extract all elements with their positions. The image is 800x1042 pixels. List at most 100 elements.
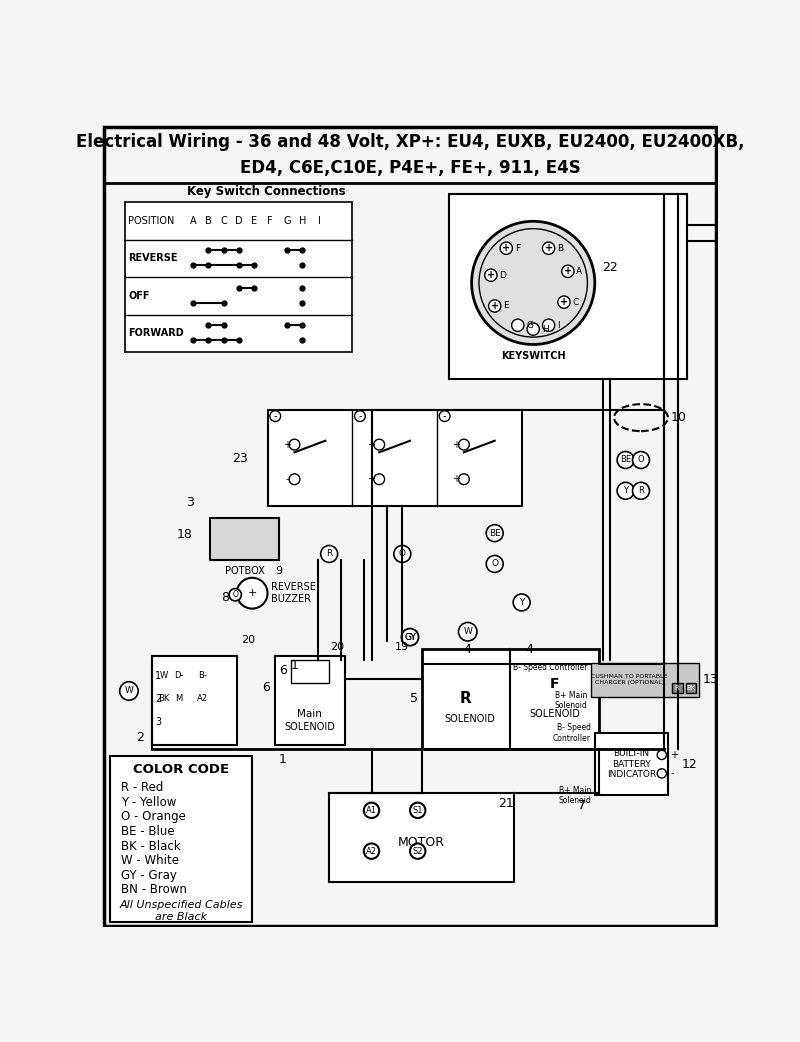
Text: 12: 12: [682, 758, 698, 771]
Text: BE: BE: [620, 455, 631, 465]
Text: 2: 2: [155, 694, 162, 703]
Text: Electrical Wiring - 36 and 48 Volt, XP+: EU4, EUXB, EU2400, EU2400XB,: Electrical Wiring - 36 and 48 Volt, XP+:…: [76, 132, 744, 151]
Text: BN - Brown: BN - Brown: [122, 884, 187, 896]
Text: 22: 22: [602, 260, 618, 274]
Text: O: O: [232, 590, 238, 599]
Text: Y: Y: [519, 598, 524, 606]
Text: POTBOX: POTBOX: [225, 566, 264, 576]
Circle shape: [617, 451, 634, 469]
Text: O: O: [491, 560, 498, 569]
Text: CUSHMAN TO PORTABLE
CHARGER (OPTIONAL): CUSHMAN TO PORTABLE CHARGER (OPTIONAL): [591, 674, 668, 686]
Text: Y: Y: [623, 487, 628, 495]
Text: BE: BE: [489, 528, 501, 538]
Text: F: F: [550, 676, 559, 691]
Text: +: +: [545, 243, 553, 253]
Text: All Unspecified Cables
are Black: All Unspecified Cables are Black: [119, 900, 242, 922]
Bar: [449, 195, 687, 379]
Text: C: C: [573, 298, 578, 306]
Text: COLOR CODE: COLOR CODE: [133, 763, 229, 775]
Text: O - Orange: O - Orange: [122, 811, 186, 823]
Text: +: +: [560, 297, 568, 307]
Text: H: H: [542, 325, 549, 333]
Text: B- Speed
Controller: B- Speed Controller: [553, 723, 591, 743]
Text: 4: 4: [464, 643, 472, 656]
Text: GY: GY: [404, 632, 416, 642]
Text: A: A: [190, 216, 196, 226]
Bar: [110, 756, 252, 922]
Text: O: O: [398, 549, 406, 559]
Text: E: E: [251, 216, 258, 226]
Text: 20: 20: [242, 635, 255, 645]
Text: +: +: [367, 440, 375, 449]
Text: M: M: [175, 694, 182, 703]
Circle shape: [402, 628, 418, 646]
Text: BE - Blue: BE - Blue: [122, 825, 175, 838]
Circle shape: [472, 221, 595, 345]
Text: 13: 13: [702, 673, 718, 687]
Circle shape: [542, 319, 554, 331]
Circle shape: [633, 451, 650, 469]
Text: I: I: [557, 321, 560, 329]
Text: +: +: [502, 243, 510, 253]
Text: D-: D-: [174, 671, 184, 680]
Circle shape: [633, 482, 650, 499]
Text: 1: 1: [155, 671, 162, 680]
Bar: [275, 656, 345, 745]
Bar: [125, 202, 352, 352]
Text: Y - Yellow: Y - Yellow: [122, 796, 177, 809]
Text: G: G: [283, 216, 290, 226]
Bar: [329, 793, 514, 882]
Text: Main: Main: [298, 709, 322, 719]
Circle shape: [485, 269, 497, 281]
Text: 2: 2: [137, 730, 144, 744]
Text: 4: 4: [526, 643, 534, 656]
Text: +: +: [490, 301, 498, 311]
Bar: [591, 663, 698, 697]
Text: A2: A2: [366, 847, 377, 855]
Text: 3: 3: [186, 496, 194, 508]
Text: R: R: [675, 685, 679, 691]
Text: GY - Gray: GY - Gray: [122, 869, 177, 882]
Bar: [267, 410, 522, 506]
Text: F: F: [514, 244, 520, 253]
Text: +: +: [670, 750, 678, 760]
Text: 7: 7: [578, 799, 586, 812]
Text: 6: 6: [262, 680, 270, 694]
Text: -: -: [274, 412, 277, 421]
Text: W - White: W - White: [122, 854, 179, 867]
Text: B: B: [205, 216, 212, 226]
Circle shape: [321, 545, 338, 563]
Circle shape: [512, 319, 524, 331]
Text: REVERSE: REVERSE: [128, 253, 178, 264]
Text: SOLENOID: SOLENOID: [444, 714, 495, 724]
Circle shape: [527, 323, 539, 336]
Text: W: W: [463, 627, 472, 637]
Text: B+ Main
Solenoid: B+ Main Solenoid: [554, 691, 587, 711]
Circle shape: [513, 594, 530, 611]
Text: R - Red: R - Red: [122, 782, 164, 794]
Circle shape: [410, 802, 426, 818]
Text: BUILT-IN
BATTERY
INDICATOR: BUILT-IN BATTERY INDICATOR: [607, 749, 656, 779]
Text: 8: 8: [221, 591, 229, 603]
Circle shape: [237, 578, 267, 609]
Text: C: C: [220, 216, 227, 226]
Text: 5: 5: [410, 692, 418, 705]
Text: 6: 6: [279, 664, 287, 677]
Text: B-: B-: [198, 671, 206, 680]
Text: R: R: [326, 549, 332, 559]
Circle shape: [364, 843, 379, 859]
Text: 3: 3: [155, 717, 162, 726]
Text: B: B: [557, 244, 563, 253]
Text: G: G: [526, 321, 534, 329]
Circle shape: [489, 300, 501, 313]
Bar: [422, 648, 598, 749]
Text: B+ Main
Solenoid: B+ Main Solenoid: [558, 786, 591, 805]
Text: 18: 18: [177, 528, 193, 541]
Text: B- Speed Controller: B- Speed Controller: [513, 663, 587, 672]
Circle shape: [542, 242, 554, 254]
Text: ED4, C6E,C10E, P4E+, FE+, 911, E4S: ED4, C6E,C10E, P4E+, FE+, 911, E4S: [240, 159, 580, 177]
Text: FORWARD: FORWARD: [128, 328, 184, 339]
Text: REVERSE
BUZZER: REVERSE BUZZER: [271, 582, 316, 604]
Text: +: +: [247, 588, 257, 598]
Text: +: +: [367, 474, 375, 485]
